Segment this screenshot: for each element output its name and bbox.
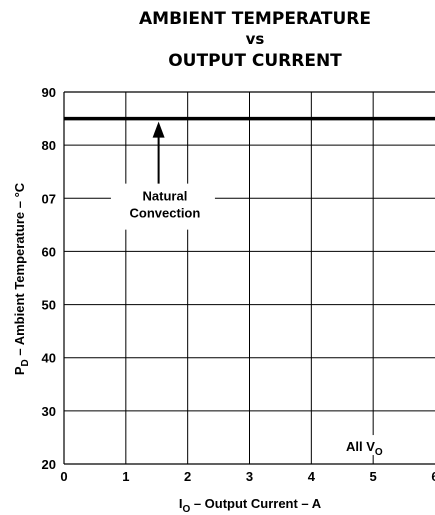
annotation-arrow-head bbox=[152, 121, 165, 138]
chart-title: AMBIENT TEMPERATURE vs OUTPUT CURRENT bbox=[139, 9, 371, 71]
y-tick-label-20: 20 bbox=[42, 457, 56, 472]
chart-ticks: 0 1 2 3 4 5 6 20 30 40 50 60 07 80 90 bbox=[42, 85, 435, 484]
annotation-all-vo-background bbox=[343, 435, 414, 456]
y-tick-label-70: 07 bbox=[42, 191, 56, 206]
x-tick-label-0: 0 bbox=[60, 469, 67, 484]
annotation-background bbox=[110, 183, 215, 230]
annotation-natural-convection-line-2: Convection bbox=[130, 206, 201, 221]
y-tick-label-90: 90 bbox=[42, 85, 56, 100]
x-tick-label-3: 3 bbox=[246, 469, 253, 484]
x-tick-label-4: 4 bbox=[308, 469, 316, 484]
x-tick-label-5: 5 bbox=[370, 469, 377, 484]
chart-title-line-3: OUTPUT CURRENT bbox=[168, 51, 342, 71]
x-tick-label-6: 6 bbox=[431, 469, 435, 484]
y-tick-label-80: 80 bbox=[42, 138, 56, 153]
x-axis-label: IO – Output Current – A bbox=[179, 496, 322, 515]
y-tick-label-40: 40 bbox=[42, 351, 56, 366]
y-tick-label-30: 30 bbox=[42, 404, 56, 419]
y-axis-label: PD – Ambient Temperature – °C bbox=[12, 182, 31, 375]
chart-title-line-1: AMBIENT TEMPERATURE bbox=[139, 9, 371, 29]
y-tick-label-50: 50 bbox=[42, 298, 56, 313]
x-tick-label-1: 1 bbox=[122, 469, 129, 484]
chart-annotations: Natural Convection All VO bbox=[110, 121, 414, 458]
x-tick-label-2: 2 bbox=[184, 469, 191, 484]
annotation-all-vo: All VO bbox=[346, 439, 383, 458]
annotation-natural-convection-line-1: Natural bbox=[143, 189, 188, 204]
chart-title-line-2: vs bbox=[246, 30, 265, 48]
chart-grid bbox=[63, 91, 435, 465]
y-tick-label-60: 60 bbox=[42, 244, 56, 259]
